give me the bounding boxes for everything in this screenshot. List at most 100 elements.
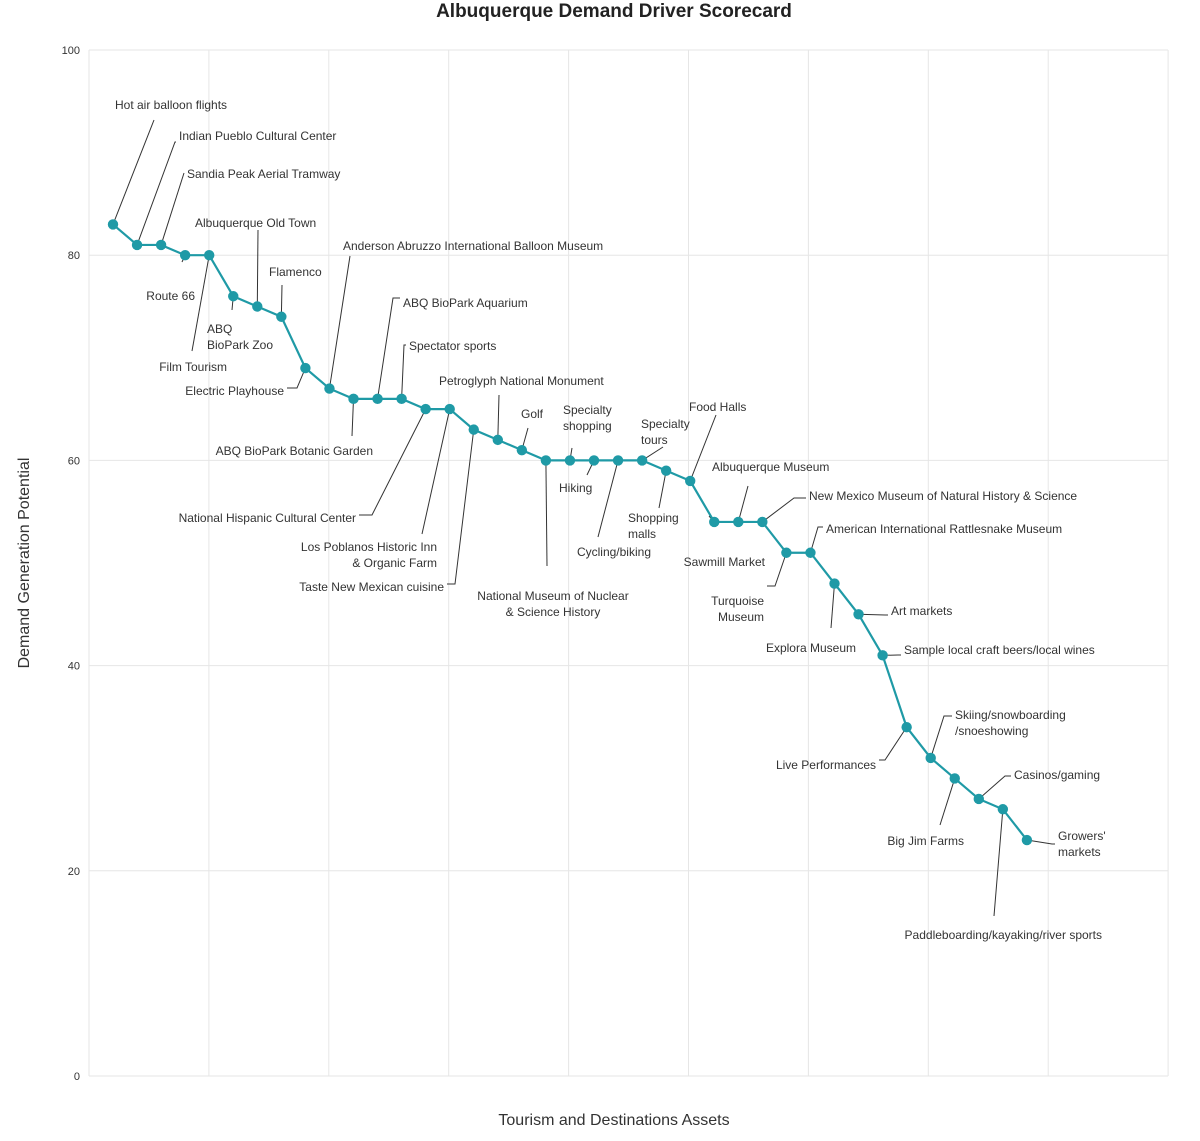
label-leader — [280, 284, 283, 317]
data-point — [252, 301, 263, 312]
point-label: Growers' markets — [1058, 829, 1106, 859]
point-label-line: Spectator sports — [409, 339, 496, 353]
label-leader — [762, 497, 806, 523]
label-leader — [930, 715, 952, 759]
point-label-line: Petroglyph National Monument — [439, 374, 604, 388]
point-label: Route 66 — [146, 289, 195, 303]
point-label: Live Performances — [776, 758, 876, 772]
data-point — [925, 752, 936, 764]
data-point — [853, 609, 864, 620]
label-leader — [401, 344, 406, 399]
label-leaders — [112, 119, 1055, 917]
data-point — [829, 578, 840, 589]
y-axis-ticks: 0 20 40 60 80 100 — [62, 45, 80, 1083]
label-leader — [421, 408, 451, 535]
label-leader — [351, 398, 354, 437]
point-label-line: Golf — [521, 407, 544, 421]
point-label-line: Indian Pueblo Cultural Center — [179, 129, 336, 143]
grid — [88, 49, 1169, 1077]
data-point — [877, 650, 888, 661]
point-label: Shopping malls — [628, 511, 679, 541]
point-label: Cycling/biking — [577, 545, 651, 559]
label-leader — [858, 613, 888, 616]
y-tick-label: 0 — [74, 1071, 80, 1083]
data-point — [155, 239, 167, 251]
label-leader — [767, 552, 787, 587]
point-label: Sandia Peak Aerial Tramway — [187, 167, 340, 181]
point-label-line: markets — [1058, 845, 1101, 859]
point-label-line: Albuquerque Old Town — [195, 216, 316, 230]
data-point — [781, 547, 792, 558]
point-label-line: Skiing/snowboarding — [955, 708, 1066, 722]
point-label: Sawmill Market — [684, 555, 766, 569]
data-point — [733, 516, 744, 528]
data-points — [107, 219, 1033, 846]
data-point — [805, 547, 816, 558]
point-label-line: Hot air balloon flights — [115, 98, 227, 112]
label-leader — [545, 460, 548, 567]
label-leader — [993, 809, 1004, 917]
point-label-line: ABQ — [207, 322, 232, 336]
label-leader — [287, 367, 306, 389]
y-tick-label: 60 — [68, 455, 80, 467]
point-label: Taste New Mexican cuisine — [299, 580, 444, 594]
point-label-line: /snoeshowing — [955, 724, 1028, 738]
point-label-line: ABQ BioPark Aquarium — [403, 296, 528, 310]
point-label: Anderson Abruzzo International Balloon M… — [343, 239, 603, 253]
point-label-line: Sandia Peak Aerial Tramway — [187, 167, 340, 181]
point-label-line: Museum — [718, 610, 764, 624]
data-point — [1021, 834, 1033, 846]
chart-title: Albuquerque Demand Driver Scorecard — [436, 1, 792, 22]
point-label-line: & Organic Farm — [352, 556, 437, 570]
point-label-line: Specialty — [641, 417, 690, 431]
point-label: Paddleboarding/kayaking/river sports — [905, 928, 1102, 942]
label-leader — [978, 775, 1011, 800]
data-point — [660, 465, 672, 476]
label-leader — [447, 429, 475, 585]
x-axis-title: Tourism and Destinations Assets — [498, 1112, 729, 1129]
point-label-line: Flamenco — [269, 265, 322, 279]
label-leader — [830, 583, 835, 629]
point-label-line: Paddleboarding/kayaking/river sports — [905, 928, 1102, 942]
point-label-line: Sample local craft beers/local wines — [904, 643, 1095, 657]
point-label: Specialty shopping — [563, 403, 612, 433]
label-leader — [658, 470, 667, 509]
point-label: National Museum of Nuclear & Science Hist… — [477, 589, 628, 619]
label-leader — [497, 394, 500, 440]
point-label: Albuquerque Museum — [712, 460, 829, 474]
data-point — [179, 250, 191, 261]
point-label: Los Poblanos Historic Inn & Organic Farm — [301, 540, 437, 570]
point-label: Specialty tours — [641, 417, 690, 447]
point-label-line: Los Poblanos Historic Inn — [301, 540, 437, 554]
point-label-line: Hiking — [559, 481, 592, 495]
point-label: Turquoise Museum — [711, 594, 764, 624]
point-label-line: Explora Museum — [766, 641, 856, 655]
label-leader — [809, 526, 823, 553]
data-point — [492, 434, 503, 446]
data-point — [516, 444, 528, 456]
y-tick-label: 20 — [68, 866, 80, 878]
point-label: Indian Pueblo Cultural Center — [179, 129, 336, 143]
point-label: Hot air balloon flights — [115, 98, 227, 112]
data-point — [372, 393, 383, 405]
point-label: National Hispanic Cultural Center — [179, 511, 356, 525]
point-label: Food Halls — [689, 400, 746, 414]
data-point — [300, 362, 311, 374]
label-leader — [112, 119, 155, 225]
point-label-line: Food Halls — [689, 400, 746, 414]
point-label: Casinos/gaming — [1014, 768, 1100, 782]
data-point — [324, 383, 335, 394]
point-label: ABQ BioPark Aquarium — [403, 296, 528, 310]
data-point — [444, 403, 455, 415]
point-label: Explora Museum — [766, 641, 856, 655]
point-label: ABQ BioPark Botanic Garden — [216, 444, 373, 458]
data-point — [131, 239, 143, 251]
point-label-line: American International Rattlesnake Museu… — [826, 522, 1062, 536]
label-leader — [1026, 839, 1055, 845]
point-label-line: & Science History — [506, 605, 601, 619]
data-point — [396, 393, 407, 405]
point-label-line: Art markets — [891, 604, 952, 618]
point-label: ABQ BioPark Zoo — [207, 322, 273, 352]
label-leader — [689, 414, 717, 482]
